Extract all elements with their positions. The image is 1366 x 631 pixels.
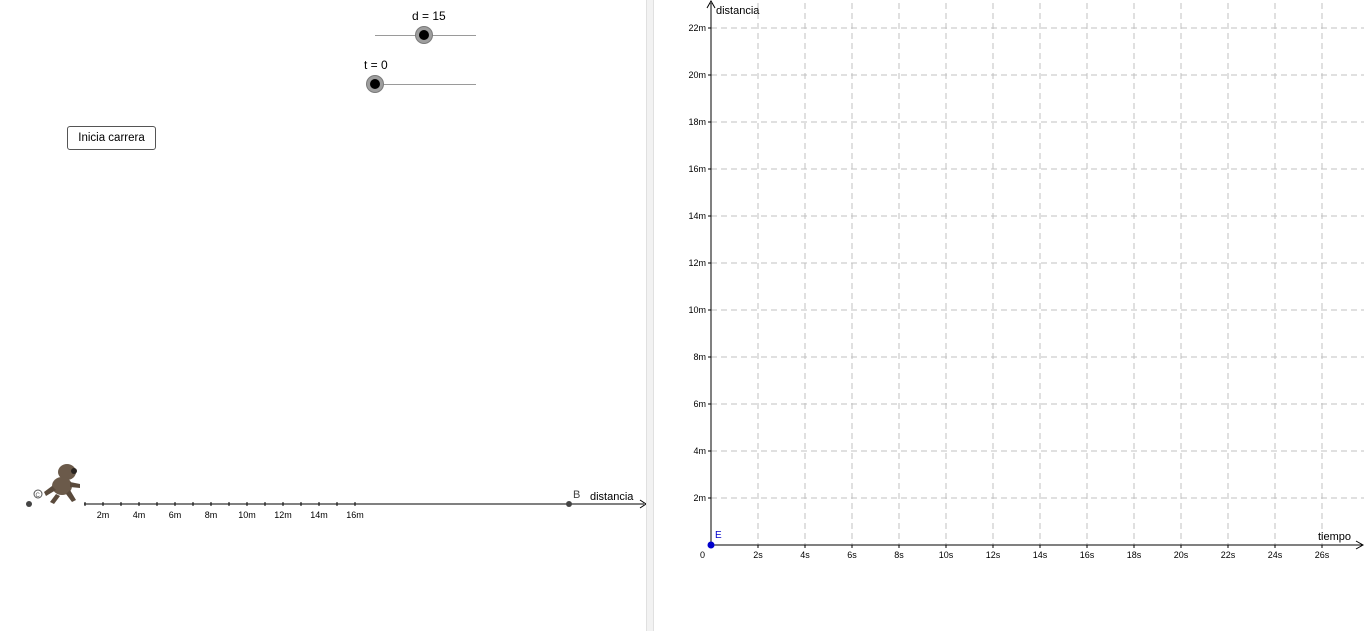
y-axis-arrow <box>706 0 716 9</box>
y-tick-label: 8m <box>693 352 706 362</box>
track-axis-label: distancia <box>590 491 634 503</box>
graph-view-panel: 2m 4m 6m 8m 10m 12m 14m 16m 18m 20m 22m 2s 4s 6s 8s 10… <box>654 0 1366 631</box>
y-axis-label: distancia <box>716 5 760 17</box>
origin-label: 0 <box>700 550 705 560</box>
x-tick-label: 6s <box>847 550 857 560</box>
x-axis-label: tiempo <box>1318 531 1351 543</box>
x-axis-arrow <box>1355 540 1365 550</box>
slider-d-label: d = 15 <box>412 9 446 23</box>
slider-t-track[interactable] <box>375 84 476 85</box>
y-tick-label: 10m <box>688 305 706 315</box>
slider-t-knob[interactable] <box>367 76 383 92</box>
track-tick-label: 14m <box>310 510 328 520</box>
y-tick-label: 18m <box>688 117 706 127</box>
y-tick-label: 16m <box>688 164 706 174</box>
track-tick-label: 8m <box>205 510 218 520</box>
point-b <box>566 501 572 507</box>
point-b-label: B <box>573 489 580 501</box>
x-tick-label: 4s <box>800 550 810 560</box>
y-tick-label: 14m <box>688 211 706 221</box>
race-track: 2m 4m 6m 8m 10m 12m 14m 16m distancia B C <box>26 464 646 520</box>
x-tick-label: 26s <box>1315 550 1330 560</box>
x-tick-label: 2s <box>753 550 763 560</box>
x-tick-label: 20s <box>1174 550 1189 560</box>
distance-time-graph: 2m 4m 6m 8m 10m 12m 14m 16m 18m 20m 22m 2s 4s 6s 8s 10… <box>688 0 1365 560</box>
track-ticks: 2m 4m 6m 8m 10m 12m 14m 16m <box>84 502 364 520</box>
x-tick-label: 16s <box>1080 550 1095 560</box>
runner-icon: C <box>33 464 80 504</box>
y-tick-label: 2m <box>693 493 706 503</box>
track-tick-label: 12m <box>274 510 292 520</box>
graph-grid <box>711 3 1364 545</box>
start-race-button[interactable]: Inicia carrera <box>67 126 156 150</box>
panel-divider[interactable] <box>646 0 654 631</box>
x-tick-label: 10s <box>939 550 954 560</box>
y-tick-label: 12m <box>688 258 706 268</box>
y-ticks: 2m 4m 6m 8m 10m 12m 14m 16m 18m 20m 22m <box>688 23 711 503</box>
x-tick-label: 12s <box>986 550 1001 560</box>
race-view-panel: d = 15 t = 0 Inicia carrera 2m 4m 6m 8m 10m 1… <box>0 0 646 631</box>
track-tick-label: 16m <box>346 510 364 520</box>
y-tick-label: 22m <box>688 23 706 33</box>
y-tick-label: 4m <box>693 446 706 456</box>
x-tick-label: 14s <box>1033 550 1048 560</box>
slider-d-knob[interactable] <box>416 27 432 43</box>
track-tick-label: 10m <box>238 510 256 520</box>
x-tick-label: 8s <box>894 550 904 560</box>
track-tick-label: 4m <box>133 510 146 520</box>
y-tick-label: 6m <box>693 399 706 409</box>
point-c-marker <box>26 501 32 507</box>
y-tick-label: 20m <box>688 70 706 80</box>
slider-t-label: t = 0 <box>364 58 388 72</box>
point-c-label: C <box>36 493 41 499</box>
track-tick-label: 6m <box>169 510 182 520</box>
x-ticks: 2s 4s 6s 8s 10s 12s 14s 16s 18s 20s 22s 24s 26s <box>753 545 1330 560</box>
point-e-label: E <box>715 530 722 541</box>
x-tick-label: 24s <box>1268 550 1283 560</box>
track-tick-label: 2m <box>97 510 110 520</box>
point-e <box>707 541 715 549</box>
x-tick-label: 22s <box>1221 550 1236 560</box>
x-tick-label: 18s <box>1127 550 1142 560</box>
